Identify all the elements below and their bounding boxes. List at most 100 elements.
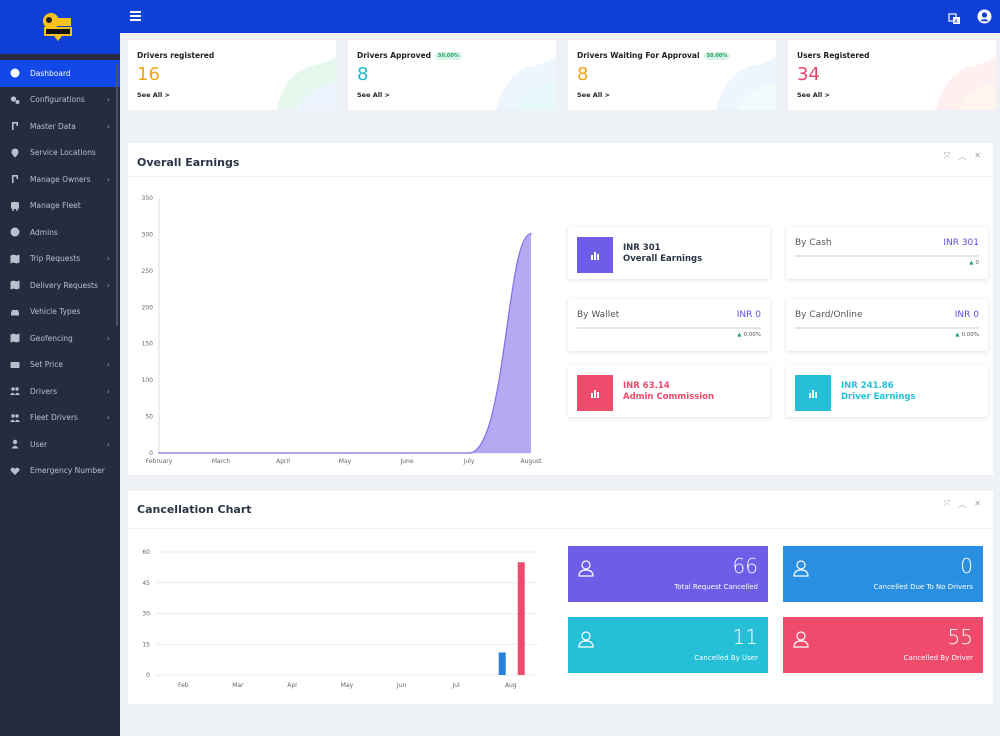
car-icon [10,307,20,317]
earnings-area [159,233,531,453]
decorative-blob [716,56,776,110]
y-tick-label: 0 [149,450,153,457]
stat-title: Drivers Approved 50.00% [357,51,462,60]
panel-controls: ⤧ ︿ ✕ [944,151,981,162]
see-all-link[interactable]: See All > [137,91,170,99]
admin-commission-amount: INR 63.14 [623,381,670,391]
overall-earnings-amount: INR 301 [623,243,661,253]
cancel-count: 55 [947,625,973,649]
driver-earnings-card[interactable]: INR 241.86 Driver Earnings [786,365,988,417]
sidebar-item-drivers[interactable]: Drivers › [0,378,120,405]
y-tick-label: 50 [145,414,153,421]
chevron-right-icon: › [106,280,110,290]
sidebar-item-label: Emergency Number [30,466,105,476]
by-cash-card[interactable]: By Cash INR 301 ▲ 0 [786,227,988,279]
cancel-card-total-request-cancelled[interactable]: 66 Total Request Cancelled [568,546,768,602]
cancel-card-cancelled-due-to-no-drivers[interactable]: 0 Cancelled Due To No Drivers [783,546,983,602]
overall-earnings-badge [577,237,613,273]
sidebar-item-delivery-requests[interactable]: Delivery Requests › [0,272,120,299]
y-tick-label: 45 [142,580,150,587]
divider [128,176,993,177]
by-cash-progress [795,255,979,257]
sidebar-item-manage-owners[interactable]: Manage Owners › [0,166,120,193]
sidebar-item-dashboard[interactable]: Dashboard [0,60,120,87]
by-card-amount: INR 0 [954,310,979,320]
sidebar-item-service-locations[interactable]: Service Locations [0,140,120,167]
arrow-up-icon: ▲ [969,260,974,266]
by-cash-percent: ▲ 0 [969,260,979,266]
admin-commission-card[interactable]: INR 63.14 Admin Commission [568,365,770,417]
cancel-label: Cancelled By User [694,654,758,662]
translate-icon[interactable]: A [948,10,961,25]
cancel-card-cancelled-by-user[interactable]: 11 Cancelled By User [568,617,768,673]
sidebar-item-emergency-number[interactable]: Emergency Number [0,458,120,485]
x-tick-label: April [276,458,290,465]
see-all-link[interactable]: See All > [357,91,390,99]
see-all-link[interactable]: See All > [797,91,830,99]
y-tick-label: 15 [142,641,150,648]
expand-icon[interactable]: ⤧ [943,151,951,160]
stat-value: 16 [137,64,160,85]
earnings-point [406,452,408,454]
by-wallet-card[interactable]: By Wallet INR 0 ▲ 0.00% [568,299,770,351]
collapse-icon[interactable]: ︿ [958,152,967,161]
stat-card-drivers-waiting-for-approval: Drivers Waiting For Approval 50.00% 8 See A… [568,40,776,110]
expand-icon[interactable]: ⤧ [943,499,951,508]
by-wallet-label: By Wallet [577,310,620,320]
earnings-point [530,232,532,235]
user-avatar-icon[interactable] [977,9,992,24]
panel-title: Overall Earnings [137,156,240,169]
by-card-card[interactable]: By Card/Online INR 0 ▲ 0.00% [786,299,988,351]
x-tick-label: Jun [396,682,407,689]
stat-title: Drivers registered [137,51,214,60]
menu-toggle-icon[interactable] [130,11,141,21]
user-icon [10,439,20,449]
by-wallet-percent: ▲ 0.00% [737,332,761,338]
bus-icon [10,201,20,211]
sidebar-item-admins[interactable]: Admins [0,219,120,246]
chevron-right-icon: › [106,333,110,343]
panel-controls: ⤧ ︿ ✕ [944,499,981,510]
sidebar-item-set-price[interactable]: Set Price › [0,352,120,379]
chevron-right-icon: › [106,174,110,184]
close-icon[interactable]: ✕ [974,151,981,160]
overall-earnings-card[interactable]: INR 301 Overall Earnings [568,227,770,279]
overall-earnings-panel: Overall Earnings ⤧ ︿ ✕ 0 50 100 150 200 250 30… [128,143,993,475]
by-card-progress [795,327,979,329]
sidebar-item-master-data[interactable]: Master Data › [0,113,120,140]
sidebar-item-manage-fleet[interactable]: Manage Fleet [0,193,120,220]
decorative-blob [936,56,996,110]
chevron-right-icon: › [106,121,110,131]
sidebar-item-label: Service Locations [30,148,96,158]
sidebar-item-trip-requests[interactable]: Trip Requests › [0,246,120,273]
sidebar-item-fleet-drivers[interactable]: Fleet Drivers › [0,405,120,432]
decorative-blob [496,56,556,110]
sidebar-item-vehicle-types[interactable]: Vehicle Types [0,299,120,326]
money-icon [10,360,20,370]
collapse-icon[interactable]: ︿ [958,500,967,509]
x-tick-label: Jul [452,682,461,689]
sidebar-item-label: Admins [30,227,58,237]
taxi-logo[interactable] [40,9,76,45]
sidebar-item-geofencing[interactable]: Geofencing › [0,325,120,352]
earnings-point [158,452,160,454]
map-icon [10,280,20,290]
by-card-pct-value: 0.00% [961,332,979,338]
user-outline-icon [793,631,809,648]
x-tick-label: Aug [505,682,517,689]
sidebar-item-user[interactable]: User › [0,431,120,458]
sidebar-item-label: Drivers [30,386,57,396]
chevron-right-icon: › [106,413,110,423]
sidebar-scrollbar[interactable] [116,64,118,326]
x-tick-label: May [341,682,354,689]
sidebar-item-configurations[interactable]: Configurations › [0,87,120,114]
earnings-point [220,452,222,454]
by-wallet-amount: INR 0 [736,310,761,320]
cancel-card-cancelled-by-driver[interactable]: 55 Cancelled By Driver [783,617,983,673]
y-tick-label: 60 [142,549,150,556]
see-all-link[interactable]: See All > [577,91,610,99]
stat-card-drivers-approved: Drivers Approved 50.00% 8 See All > [348,40,556,110]
sidebar-item-label: Manage Fleet [30,201,81,211]
close-icon[interactable]: ✕ [974,499,981,508]
cancellation-panel: Cancellation Chart ⤧ ︿ ✕ 0 15 30 45 60 Feb Mar… [128,491,993,704]
